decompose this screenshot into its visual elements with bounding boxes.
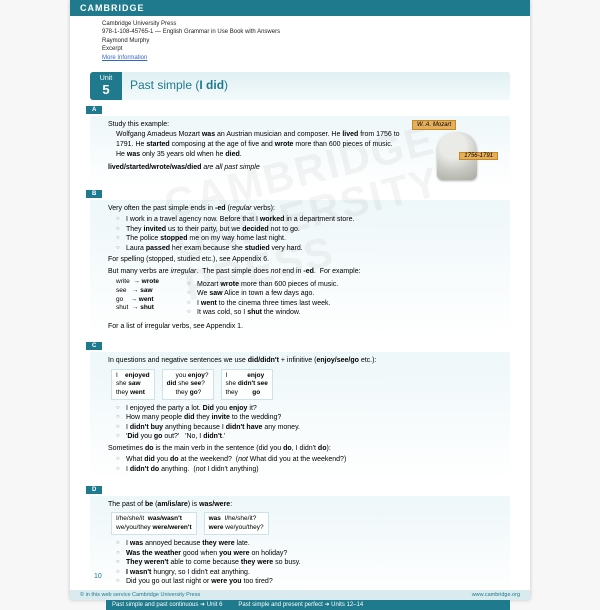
- list-item: I didn't do anything. (not I didn't anyt…: [116, 465, 502, 474]
- table-box: I enjoyedshe sawthey went: [111, 369, 155, 400]
- verb-forms: write → wrote see → saw go → went shut →…: [116, 278, 159, 320]
- section-d: The past of be (am/is/are) is was/were: …: [90, 496, 510, 595]
- list-item: I enjoyed the party a lot. Did you enjoy…: [116, 404, 502, 413]
- list-item: I went to the cinema three times last we…: [187, 299, 338, 308]
- list-item: They weren't able to come because they w…: [116, 558, 502, 567]
- mozart-paragraph: Wolfgang Amadeus Mozart was an Austrian …: [116, 130, 404, 149]
- regular-verbs-intro: Very often the past simple ends in -ed (…: [108, 204, 502, 213]
- ref-link: Past simple and past continuous ➜ Unit 6: [112, 601, 222, 608]
- table-box: you enjoy?did she see? they go?: [162, 369, 214, 400]
- unit-title: Past simple (I did): [122, 72, 236, 100]
- past-simple-note: lived/started/wrote/was/died are all pas…: [108, 163, 404, 172]
- unit-badge: Unit 5: [90, 72, 122, 100]
- table-box: I enjoyshe didn't seethey go: [221, 369, 273, 400]
- list-item: I didn't buy anything because I didn't h…: [116, 423, 502, 432]
- list-item: Was the weather good when you were on ho…: [116, 549, 502, 558]
- list-item: I work in a travel agency now. Before th…: [116, 215, 502, 224]
- section-a: Study this example: Wolfgang Amadeus Moz…: [90, 116, 510, 186]
- do-examples: What did you do at the weekend? (not Wha…: [116, 455, 502, 474]
- list-item: Mozart wrote more than 600 pieces of mus…: [187, 280, 338, 289]
- list-item: We saw Alice in town a few days ago.: [187, 289, 338, 298]
- list-item: The police stopped me on my way home las…: [116, 234, 502, 243]
- irregular-intro: But many verbs are irregular. The past s…: [108, 267, 502, 276]
- regular-examples: I work in a travel agency now. Before th…: [116, 215, 502, 253]
- list-item: I was annoyed because they were late.: [116, 539, 502, 548]
- copyright-bar: © in this web service Cambridge Universi…: [70, 590, 530, 600]
- list-item: Did you go out last night or were you to…: [116, 577, 502, 586]
- spelling-note: For spelling (stopped, studied etc.), se…: [108, 255, 502, 264]
- be-past-intro: The past of be (am/is/are) is was/were:: [108, 500, 502, 509]
- website-link[interactable]: www.cambridge.org: [472, 592, 520, 598]
- textbook-page: CAMBRIDGE Cambridge University Press 978…: [70, 0, 530, 600]
- publisher-header: CAMBRIDGE: [70, 0, 530, 16]
- mozart-name-label: W. A. Mozart: [412, 120, 456, 130]
- page-content: Unit 5 Past simple (I did) A Study this …: [70, 64, 530, 595]
- appendix-note: For a list of irregular verbs, see Appen…: [108, 322, 502, 331]
- unit-label: Unit: [100, 75, 112, 82]
- mozart-illustration: W. A. Mozart 1756-1791: [412, 120, 502, 180]
- questions-intro: In questions and negative sentences we u…: [108, 356, 502, 365]
- table-box: was I/he/she/it?were we/you/they?: [204, 512, 269, 535]
- mozart-years-label: 1756-1791: [459, 152, 498, 160]
- section-b: Very often the past simple ends in -ed (…: [90, 200, 510, 338]
- study-prompt: Study this example:: [108, 120, 404, 129]
- section-c-label: C: [86, 342, 102, 350]
- section-d-label: D: [86, 486, 102, 494]
- be-examples: I was annoyed because they were late. Wa…: [116, 539, 502, 586]
- be-tables: I/he/she/it was/wasn'twe/you/they were/w…: [108, 510, 502, 537]
- irregular-verbs-row: write → wrote see → saw go → went shut →…: [116, 278, 502, 320]
- bibliographic-info: Cambridge University Press 978-1-108-457…: [70, 16, 530, 64]
- list-item: How many people did they invite to the w…: [116, 413, 502, 422]
- biblio-excerpt: Excerpt: [102, 45, 520, 53]
- question-examples: I enjoyed the party a lot. Did you enjoy…: [116, 404, 502, 442]
- biblio-publisher: Cambridge University Press: [102, 20, 520, 28]
- unit-number: 5: [90, 82, 122, 97]
- list-item: Laura passed her exam because she studie…: [116, 244, 502, 253]
- more-information-link[interactable]: More Information: [102, 55, 147, 61]
- do-main-verb: Sometimes do is the main verb in the sen…: [108, 444, 502, 453]
- list-item: What did you do at the weekend? (not Wha…: [116, 455, 502, 464]
- section-a-label: A: [86, 106, 102, 114]
- page-number: 10: [94, 573, 102, 580]
- ref-link: Past simple and present perfect ➜ Units …: [238, 601, 363, 608]
- list-item: I wasn't hungry, so I didn't eat anythin…: [116, 568, 502, 577]
- unit-header: Unit 5 Past simple (I did): [90, 72, 510, 100]
- list-item: They invited us to their party, but we d…: [116, 225, 502, 234]
- biblio-author: Raymond Murphy: [102, 37, 520, 45]
- copyright-text: © in this web service Cambridge Universi…: [80, 592, 200, 598]
- table-box: I/he/she/it was/wasn'twe/you/they were/w…: [111, 512, 197, 535]
- section-c: In questions and negative sentences we u…: [90, 352, 510, 482]
- list-item: 'Did you go out?' 'No, I didn't.': [116, 432, 502, 441]
- conjugation-tables: I enjoyedshe sawthey went you enjoy?did …: [108, 367, 502, 402]
- cross-references: Past simple and past continuous ➜ Unit 6…: [106, 599, 510, 610]
- irregular-examples: Mozart wrote more than 600 pieces of mus…: [187, 280, 338, 318]
- section-b-label: B: [86, 190, 102, 198]
- list-item: It was cold, so I shut the window.: [187, 308, 338, 317]
- biblio-isbn: 978-1-108-45765-1 — English Grammar in U…: [102, 28, 520, 36]
- mozart-age: He was only 35 years old when he died.: [116, 150, 404, 159]
